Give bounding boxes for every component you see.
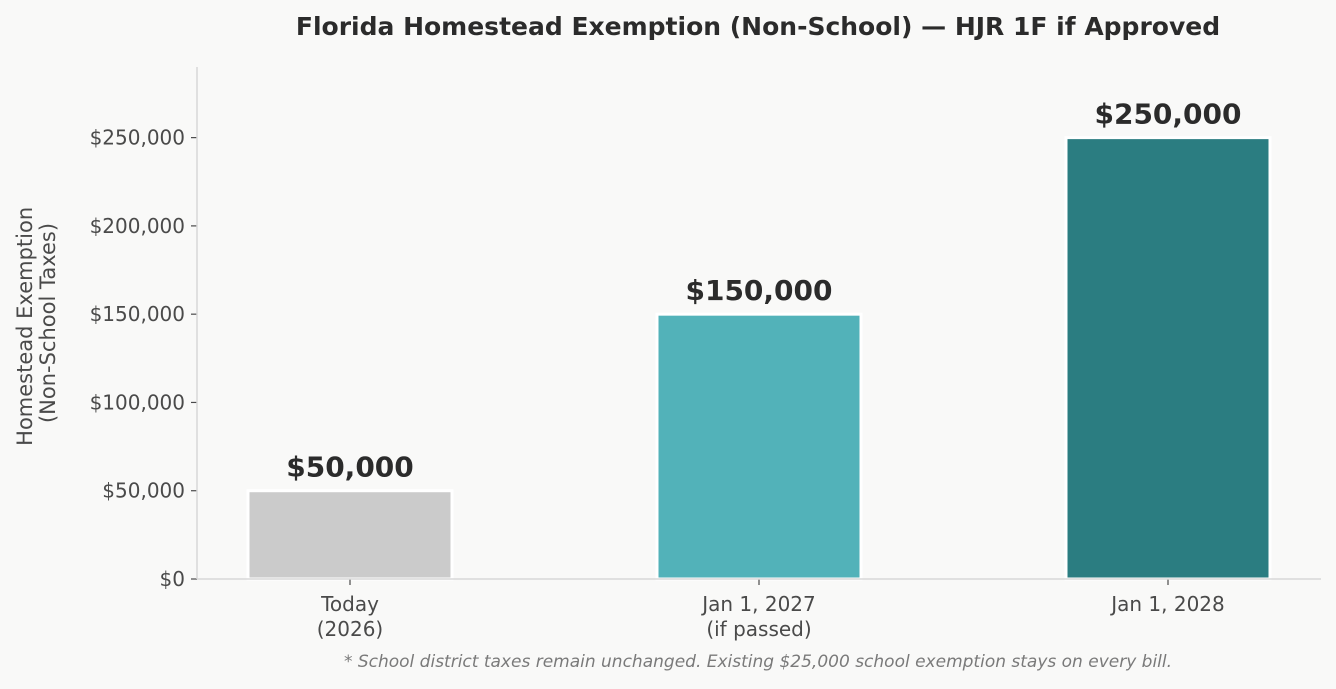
y-axis-ticks: $0 $50,000 $100,000 $150,000 $200,000 $250,00… (90, 126, 197, 591)
bar (246, 489, 454, 581)
bars (246, 136, 1272, 581)
y-tick-label: $150,000 (90, 302, 185, 326)
x-tick-label: Jan 1, 2028 (1109, 592, 1225, 616)
bar (655, 312, 863, 581)
chart-title: Florida Homestead Exemption (Non-School)… (296, 12, 1220, 41)
x-axis-ticks: Today (2026)Jan 1, 2027 (if passed)Jan 1, … (317, 579, 1225, 641)
y-axis-label-line-2: (Non-School Taxes) (36, 223, 60, 423)
y-tick-label: $50,000 (102, 479, 185, 503)
y-tick-label: $200,000 (90, 214, 185, 238)
x-tick-label-line: (2026) (317, 617, 384, 641)
y-axis-label-line-1: Homestead Exemption (13, 207, 37, 446)
x-tick-label: Today (2026) (317, 592, 384, 641)
x-tick-label-line: Jan 1, 2027 (700, 592, 816, 616)
x-tick-label-line: Today (320, 592, 379, 616)
x-tick-label: Jan 1, 2027 (if passed) (700, 592, 816, 641)
y-tick-label: $100,000 (90, 390, 185, 414)
x-tick-label-line: Jan 1, 2028 (1109, 592, 1225, 616)
bar-data-label: $250,000 (1094, 98, 1241, 131)
bar-data-label: $150,000 (685, 274, 832, 307)
bar-data-label: $50,000 (286, 451, 414, 484)
y-tick-label: $250,000 (90, 126, 185, 150)
x-tick-label-line: (if passed) (706, 617, 811, 641)
data-labels: $50,000 $150,000 $250,000 (286, 98, 1241, 484)
footnote: * School district taxes remain unchanged… (344, 652, 1172, 672)
bar (1064, 136, 1272, 581)
y-tick-label: $0 (160, 567, 185, 591)
y-axis-label: Homestead Exemption (Non-School Taxes) (13, 200, 60, 446)
